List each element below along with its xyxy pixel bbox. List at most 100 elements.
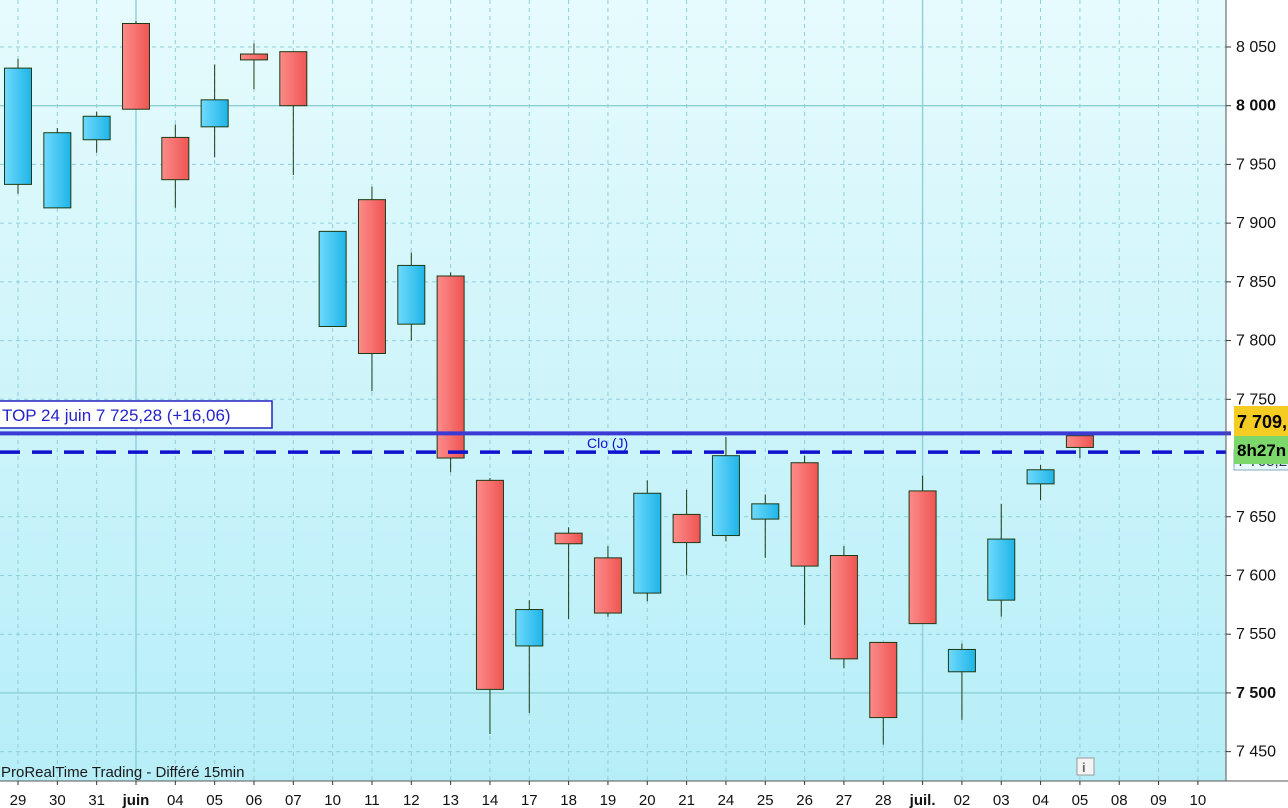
candle[interactable] [869, 641, 898, 745]
top-annotation-box[interactable]: TOP 24 juin 7 725,28 (+16,06) [0, 400, 273, 429]
date-tick-label: 18 [560, 792, 577, 808]
info-icon[interactable]: i [1076, 757, 1095, 776]
candle-body-down [121, 22, 150, 110]
candle[interactable] [82, 111, 111, 153]
candle-body-up [633, 492, 662, 594]
candle-body-up [4, 67, 32, 185]
candle[interactable] [4, 58, 32, 194]
date-tick-label: 27 [836, 792, 853, 808]
candle-body-down [593, 557, 622, 614]
candle[interactable] [436, 272, 465, 473]
candle-body-up [200, 99, 229, 128]
candle[interactable] [239, 43, 268, 90]
date-tick-label: 31 [88, 792, 105, 808]
price-tick-label: 7 450 [1236, 744, 1276, 761]
candle[interactable] [1026, 465, 1055, 501]
date-tick-label: 06 [246, 792, 263, 808]
candle[interactable] [397, 252, 426, 341]
date-tick-label: 10 [1190, 792, 1207, 808]
price-tick-label: 7 500 [1236, 685, 1276, 702]
price-tick-label: 7 550 [1236, 626, 1276, 643]
candle-body-up [1026, 469, 1055, 485]
date-tick-label: 25 [757, 792, 774, 808]
candle-body-down [869, 641, 898, 719]
price-tick-label: 8 000 [1236, 98, 1276, 115]
candle-body-up [947, 648, 976, 673]
date-tick-label: 07 [285, 792, 302, 808]
footer-label: ProRealTime Trading - Différé 15min [1, 764, 244, 781]
candle-body-up [82, 115, 111, 141]
candle[interactable] [751, 494, 780, 558]
last-price-badge: 7 709, [1237, 412, 1287, 432]
candle[interactable] [554, 527, 583, 619]
candle-body-down [161, 136, 190, 181]
top-annotation-label: TOP 24 juin 7 725,28 (+16,06) [2, 406, 231, 425]
candle-body-down [239, 53, 268, 61]
candle[interactable] [279, 51, 308, 175]
date-tick-label: juin [122, 792, 150, 808]
candle[interactable] [829, 546, 858, 669]
candle-body-down [1065, 435, 1094, 448]
candle-body-down [829, 555, 858, 660]
date-tick-label: 13 [442, 792, 459, 808]
date-tick-label: 11 [364, 792, 380, 808]
candle[interactable] [357, 186, 386, 392]
date-tick-label: 05 [1072, 792, 1089, 808]
candle-body-down [475, 479, 504, 690]
price-tick-label: 7 800 [1236, 333, 1276, 350]
candle-body-up [397, 264, 426, 325]
close-line-label: Clo (J) [587, 435, 628, 451]
candle[interactable] [593, 546, 622, 617]
price-tick-label: 7 600 [1236, 567, 1276, 584]
candle[interactable] [515, 600, 544, 713]
candle[interactable] [121, 21, 150, 110]
candle[interactable] [790, 455, 819, 625]
date-tick-label: 09 [1150, 792, 1167, 808]
candle[interactable] [672, 489, 701, 576]
candle[interactable] [711, 436, 740, 542]
date-tick-label: 21 [678, 792, 695, 808]
candle[interactable] [987, 503, 1016, 617]
candle[interactable] [200, 64, 229, 158]
price-tick-label: 8 050 [1236, 39, 1276, 56]
candle-body-up [987, 538, 1016, 601]
date-tick-label: 05 [206, 792, 223, 808]
date-tick-label: 24 [718, 792, 735, 808]
candle[interactable] [908, 475, 937, 625]
date-tick-label: 14 [482, 792, 499, 808]
date-tick-label: 04 [167, 792, 184, 808]
date-tick-label: 02 [954, 792, 971, 808]
candle[interactable] [43, 128, 72, 209]
date-tick-label: 17 [521, 792, 538, 808]
candle[interactable] [947, 643, 976, 720]
candles[interactable] [4, 21, 1094, 745]
candle-body-down [672, 513, 701, 544]
date-tick-label: 28 [875, 792, 892, 808]
date-axis-panel [0, 781, 1288, 808]
candle[interactable] [318, 230, 347, 327]
date-tick-label: 08 [1111, 792, 1128, 808]
time-badge: 8h27n [1237, 441, 1286, 460]
candle-body-down [357, 199, 386, 355]
candle[interactable] [475, 477, 504, 735]
price-axis: 8 050 8 000 7 950 7 900 7 850 7 800 7 750 7 650… [1225, 0, 1276, 781]
price-tick-label: 7 850 [1236, 274, 1276, 291]
price-tick-label: 7 750 [1236, 391, 1276, 408]
candle-body-down [790, 462, 819, 567]
candle[interactable] [161, 124, 190, 208]
plot-background [0, 0, 1226, 781]
date-tick-label: 10 [324, 792, 341, 808]
date-tick-label: 29 [10, 792, 27, 808]
date-tick-label: 04 [1032, 792, 1049, 808]
price-axis-panel [1226, 0, 1288, 781]
date-tick-label: 12 [403, 792, 420, 808]
date-axis: 29 30 31 juin 04 05 06 07 10 11 12 13 14 17 18 19 20 21 24… [0, 780, 1288, 808]
candle-body-down [436, 275, 465, 459]
candle[interactable] [633, 480, 662, 602]
price-tick-label: 7 950 [1236, 156, 1276, 173]
candle-body-up [318, 230, 347, 327]
candle-body-up [43, 132, 72, 209]
candle[interactable] [1065, 435, 1094, 459]
date-tick-label: 26 [796, 792, 813, 808]
